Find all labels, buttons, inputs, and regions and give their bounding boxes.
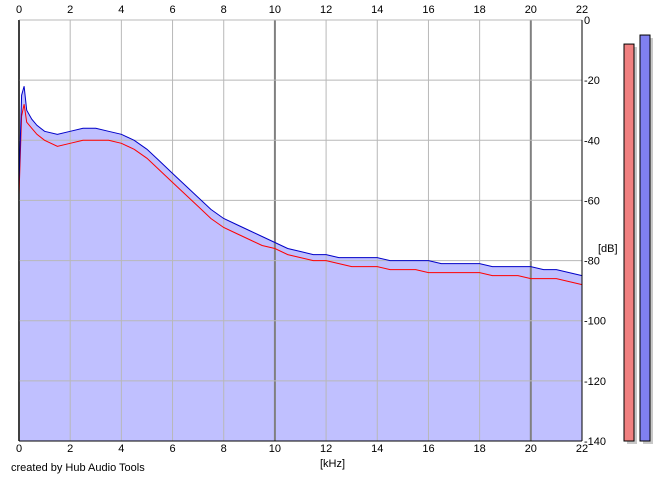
x-tick-label: 2 xyxy=(67,4,73,16)
x-tick-label: 0 xyxy=(16,4,22,16)
spectrum-fill xyxy=(19,86,582,441)
level-meters xyxy=(623,34,653,445)
x-tick-label: 8 xyxy=(221,443,227,455)
x-tick-label: 4 xyxy=(118,4,124,16)
x-tick-label: 20 xyxy=(525,4,537,16)
y-tick-label: -20 xyxy=(584,75,600,87)
x-tick-label: 4 xyxy=(118,443,124,455)
x-tick-label: 16 xyxy=(422,4,434,16)
y-tick-label: -140 xyxy=(584,436,606,448)
x-tick-label: 12 xyxy=(320,4,332,16)
x-axis-unit-label: [kHz] xyxy=(320,458,345,470)
y-tick-label: -60 xyxy=(584,195,600,207)
x-tick-label: 8 xyxy=(221,4,227,16)
x-tick-label: 16 xyxy=(422,443,434,455)
y-axis-unit-label: [dB] xyxy=(598,243,618,255)
x-tick-label: 20 xyxy=(525,443,537,455)
series-line-red xyxy=(18,104,583,286)
plot-frame xyxy=(18,20,583,442)
x-tick-label: 0 xyxy=(16,443,22,455)
level-meter-red xyxy=(623,43,635,442)
y-tick-label: -40 xyxy=(584,135,600,147)
x-tick-label: 6 xyxy=(169,4,175,16)
x-tick-label: 12 xyxy=(320,443,332,455)
series-layer xyxy=(18,86,583,286)
x-tick-label: 6 xyxy=(169,443,175,455)
x-tick-label: 22 xyxy=(576,4,588,16)
series-line-blue xyxy=(18,86,583,277)
x-tick-label: 14 xyxy=(371,4,383,16)
x-tick-label: 18 xyxy=(474,4,486,16)
x-tick-label: 2 xyxy=(67,443,73,455)
y-tick-label: 0 xyxy=(584,15,590,27)
x-tick-label: 22 xyxy=(576,443,588,455)
x-tick-label: 14 xyxy=(371,443,383,455)
credit-label: created by Hub Audio Tools xyxy=(11,462,145,474)
y-tick-label: -80 xyxy=(584,256,600,268)
x-tick-label: 18 xyxy=(474,443,486,455)
level-meter-blue xyxy=(639,34,651,442)
y-tick-label: -100 xyxy=(584,316,606,328)
y-tick-labels: 0 -20 -40 -60 -80 -100 -120 -140 xyxy=(584,15,606,448)
x-tick-label: 10 xyxy=(269,443,281,455)
y-tick-label: -120 xyxy=(584,376,606,388)
x-tick-label: 10 xyxy=(269,4,281,16)
